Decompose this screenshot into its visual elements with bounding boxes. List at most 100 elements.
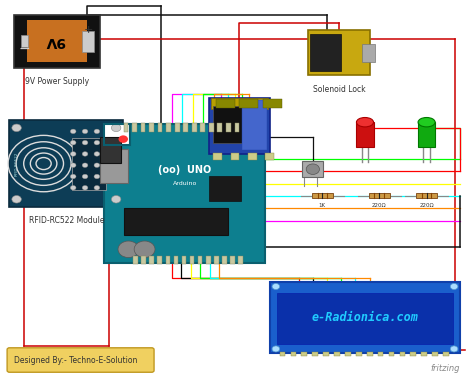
Bar (158, 123, 163, 132)
Bar (367, 352, 373, 356)
Ellipse shape (418, 117, 435, 127)
Bar (226, 123, 231, 132)
Bar (132, 123, 137, 132)
Text: (oo)  UNO: (oo) UNO (158, 165, 211, 175)
Text: e-Radionica.com: e-Radionica.com (311, 311, 419, 324)
Circle shape (12, 124, 21, 132)
Bar (213, 153, 222, 160)
Text: 9V Power Supply: 9V Power Supply (25, 77, 89, 86)
Bar (104, 124, 265, 263)
Bar (201, 123, 205, 132)
Circle shape (70, 174, 76, 179)
Bar (100, 149, 128, 182)
Bar (310, 34, 341, 71)
Bar (72, 138, 106, 190)
Bar (231, 153, 239, 160)
Bar (301, 352, 307, 356)
Text: 220Ω: 220Ω (419, 203, 434, 208)
Bar (263, 99, 282, 108)
Circle shape (272, 346, 280, 352)
Text: RFID-RC522: RFID-RC522 (15, 152, 18, 176)
Bar (183, 123, 188, 132)
Circle shape (82, 140, 88, 145)
Text: 1K: 1K (319, 203, 326, 208)
Bar (312, 193, 333, 198)
Bar (334, 352, 340, 356)
Circle shape (134, 241, 155, 258)
Bar (206, 256, 210, 264)
Bar (248, 153, 256, 160)
Bar (209, 98, 270, 154)
Bar (190, 256, 194, 264)
Bar (213, 106, 244, 143)
Bar (432, 352, 438, 356)
Bar (356, 352, 362, 356)
Bar (242, 100, 267, 150)
Bar (410, 352, 416, 356)
Circle shape (94, 152, 100, 156)
Bar (82, 31, 94, 52)
Text: fritzing: fritzing (430, 364, 460, 373)
Bar (175, 123, 180, 132)
Circle shape (111, 196, 121, 203)
Bar (270, 282, 460, 353)
Text: 220Ω: 220Ω (372, 203, 386, 208)
Bar (312, 352, 318, 356)
Bar (21, 35, 28, 47)
Bar (198, 256, 202, 264)
Circle shape (70, 140, 76, 145)
Bar (182, 256, 186, 264)
Circle shape (111, 124, 121, 132)
Bar (302, 161, 323, 177)
Bar (222, 256, 227, 264)
Text: 9V: 9V (45, 34, 65, 49)
Text: Designed By:- Techno-E-Solution: Designed By:- Techno-E-Solution (14, 356, 137, 365)
Circle shape (82, 174, 88, 179)
Circle shape (70, 163, 76, 167)
Circle shape (450, 346, 458, 352)
Bar (356, 122, 374, 147)
Bar (308, 30, 370, 75)
Bar (235, 123, 239, 132)
Ellipse shape (356, 117, 374, 127)
Bar (209, 123, 214, 132)
Text: −: − (18, 42, 30, 56)
Circle shape (82, 163, 88, 167)
Bar (166, 123, 171, 132)
Bar (14, 15, 100, 68)
Bar (192, 123, 197, 132)
Bar (214, 256, 219, 264)
Bar (291, 352, 296, 356)
Bar (345, 352, 351, 356)
Circle shape (82, 185, 88, 190)
Text: Arduino: Arduino (173, 181, 197, 186)
Bar (230, 256, 235, 264)
Bar (124, 208, 228, 235)
Bar (218, 123, 222, 132)
Bar (378, 352, 383, 356)
Bar (416, 193, 437, 198)
Circle shape (94, 140, 100, 145)
Circle shape (118, 135, 128, 143)
Bar (418, 122, 435, 147)
Circle shape (70, 152, 76, 156)
Bar (265, 153, 274, 160)
Bar (323, 352, 329, 356)
Bar (133, 256, 138, 264)
Bar (149, 123, 154, 132)
Circle shape (82, 152, 88, 156)
Bar (216, 99, 235, 108)
Text: +: + (84, 25, 93, 35)
Bar (157, 256, 162, 264)
Bar (443, 352, 449, 356)
Circle shape (272, 284, 280, 290)
Bar (400, 352, 405, 356)
Circle shape (94, 185, 100, 190)
Bar (104, 124, 130, 145)
Bar (421, 352, 427, 356)
Bar (124, 123, 128, 132)
Bar (165, 256, 170, 264)
Bar (277, 293, 453, 344)
Bar (238, 256, 243, 264)
Circle shape (94, 129, 100, 133)
